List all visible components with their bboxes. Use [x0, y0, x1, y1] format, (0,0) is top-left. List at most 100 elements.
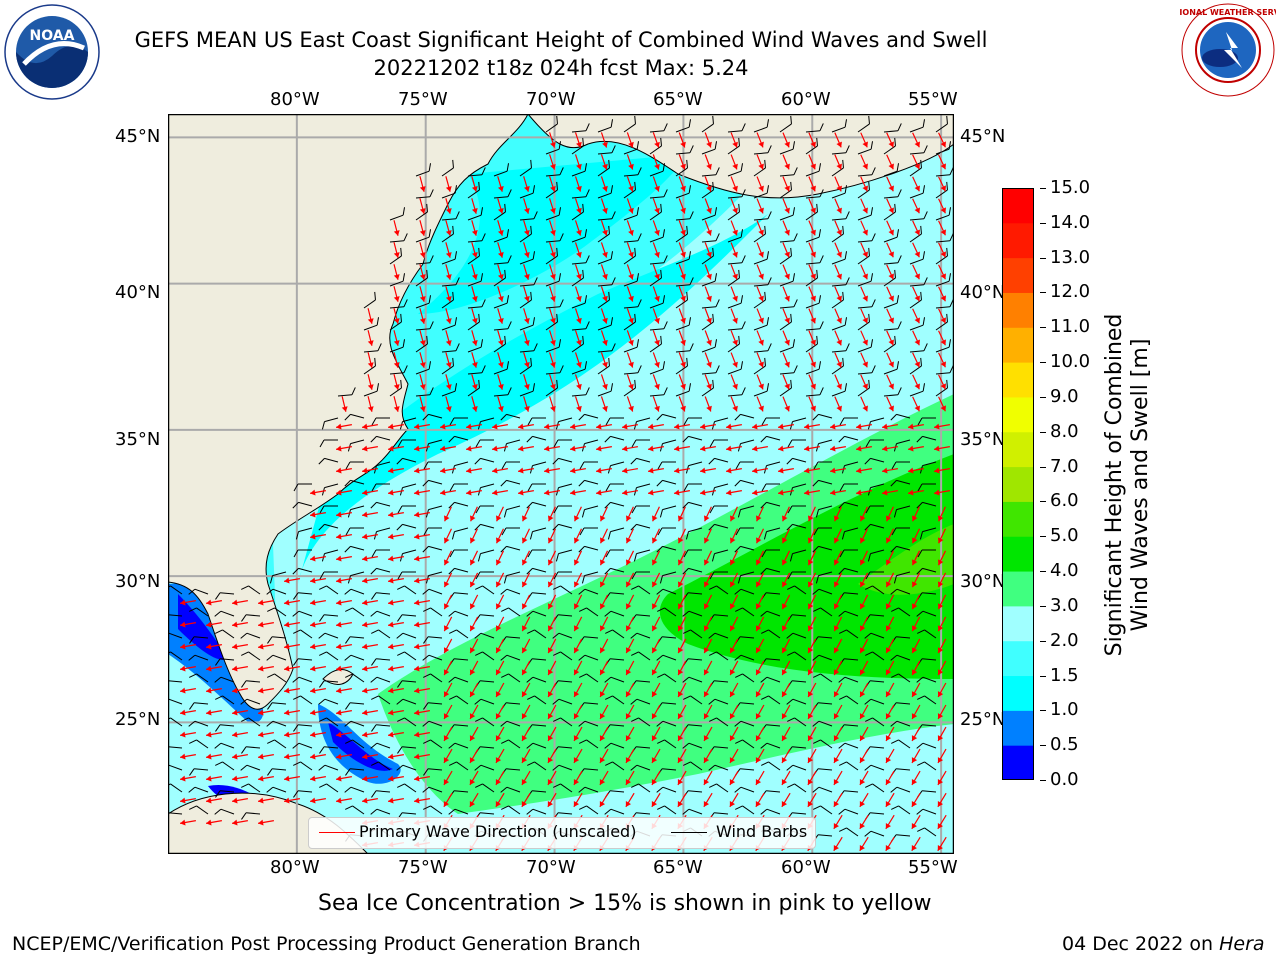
wind-barb [545, 365, 564, 375]
wave-direction-arrow [833, 594, 843, 610]
wave-direction-arrow [596, 423, 612, 430]
wind-barb [467, 167, 486, 177]
wave-direction-arrow [703, 770, 713, 786]
wave-direction-arrow [730, 220, 738, 236]
wind-barb [659, 505, 677, 518]
wave-direction-arrow [778, 423, 794, 430]
wind-barb [415, 321, 434, 331]
wind-barb [474, 764, 495, 771]
wave-direction-arrow [419, 264, 426, 280]
wind-barb [657, 739, 677, 749]
wind-barb [552, 457, 573, 465]
wind-barb [188, 588, 209, 595]
wave-direction-arrow [388, 445, 404, 452]
wind-barb [630, 698, 651, 705]
wave-direction-arrow [652, 330, 660, 346]
wave-direction-arrow [912, 198, 920, 214]
colorbar-tick-label: 7.0 [1050, 455, 1079, 477]
wave-direction-arrow [625, 638, 635, 654]
wave-direction-arrow [367, 374, 374, 390]
wave-direction-arrow [521, 594, 531, 610]
wave-direction-arrow [470, 506, 478, 522]
wave-direction-arrow [782, 176, 790, 192]
wave-direction-arrow [652, 374, 660, 390]
wave-direction-arrow [232, 709, 248, 716]
wave-direction-arrow [807, 638, 817, 654]
wave-direction-arrow [781, 704, 791, 720]
wave-direction-arrow [388, 489, 404, 496]
colorbar-tick-label: 4.0 [1050, 560, 1079, 582]
wave-direction-arrow [574, 286, 582, 302]
wave-direction-arrow [912, 176, 920, 192]
wave-direction-arrow [573, 748, 583, 764]
wave-direction-arrow [336, 709, 352, 716]
wind-barb [935, 207, 952, 221]
wind-barb [555, 549, 573, 562]
wind-barb [293, 695, 313, 705]
wave-direction-arrow [652, 264, 660, 280]
wave-direction-arrow [937, 660, 947, 676]
wind-barb [779, 365, 798, 375]
wind-barb [519, 357, 532, 375]
wind-barb [397, 571, 416, 580]
colorbar-tick-mark [1040, 327, 1046, 329]
wave-direction-arrow [388, 555, 404, 562]
wave-direction-arrow [471, 396, 478, 412]
wave-direction-arrow [600, 242, 608, 258]
wind-barb [761, 629, 781, 639]
wind-barb [675, 291, 688, 309]
wind-barb [475, 651, 495, 661]
wind-barb [935, 313, 948, 331]
wave-direction-arrow [336, 621, 352, 628]
wind-barb [500, 588, 521, 595]
wind-barb [545, 207, 562, 221]
wind-barb [865, 505, 884, 514]
wave-direction-arrow [938, 352, 946, 368]
wave-direction-arrow [752, 489, 768, 496]
wind-barb [571, 203, 584, 221]
wind-barb [787, 651, 807, 661]
wind-barb [604, 567, 625, 575]
wave-direction-arrow [497, 242, 504, 258]
footer-branch: NCEP/EMC/Verification Post Processing Pr… [12, 933, 641, 955]
wave-direction-arrow [362, 423, 378, 430]
wave-direction-arrow [834, 330, 842, 346]
wind-barb [708, 764, 729, 771]
wave-direction-arrow [206, 819, 222, 826]
wind-barb [240, 764, 261, 771]
wave-direction-arrow [808, 330, 816, 346]
wind-barb [526, 742, 547, 749]
wind-barb [241, 585, 261, 595]
wave-direction-arrow [886, 396, 894, 412]
wind-barb [623, 379, 636, 397]
wave-direction-arrow [600, 330, 608, 346]
wave-direction-arrow [622, 467, 638, 474]
wind-barb [883, 137, 896, 155]
wave-direction-arrow [469, 748, 479, 764]
wave-direction-arrow [362, 577, 378, 584]
wave-direction-arrow [574, 132, 582, 148]
wave-direction-arrow [336, 599, 352, 606]
legend-wave-direction-label: Primary Wave Direction (unscaled) [359, 822, 637, 841]
wind-barb [319, 717, 339, 727]
wave-direction-arrow [703, 616, 713, 632]
wind-barb [909, 357, 922, 375]
wind-barb [656, 654, 677, 661]
wind-barb [526, 567, 547, 575]
wind-barb [604, 676, 625, 683]
wave-direction-arrow [419, 242, 426, 258]
wave-direction-arrow [782, 396, 790, 412]
wave-direction-arrow [310, 489, 326, 496]
wind-barb [389, 207, 406, 221]
wave-direction-arrow [755, 550, 765, 566]
wind-barb [865, 571, 884, 580]
wave-direction-arrow [547, 572, 557, 588]
wave-direction-arrow [678, 308, 686, 324]
wave-direction-arrow [570, 467, 586, 474]
wave-direction-arrow [651, 792, 661, 808]
wave-direction-arrow [937, 792, 947, 808]
wave-direction-arrow [703, 550, 713, 566]
wind-barb [475, 717, 495, 727]
lon-label-bottom-55w: 55°W [908, 857, 958, 878]
wind-barb [578, 413, 599, 421]
